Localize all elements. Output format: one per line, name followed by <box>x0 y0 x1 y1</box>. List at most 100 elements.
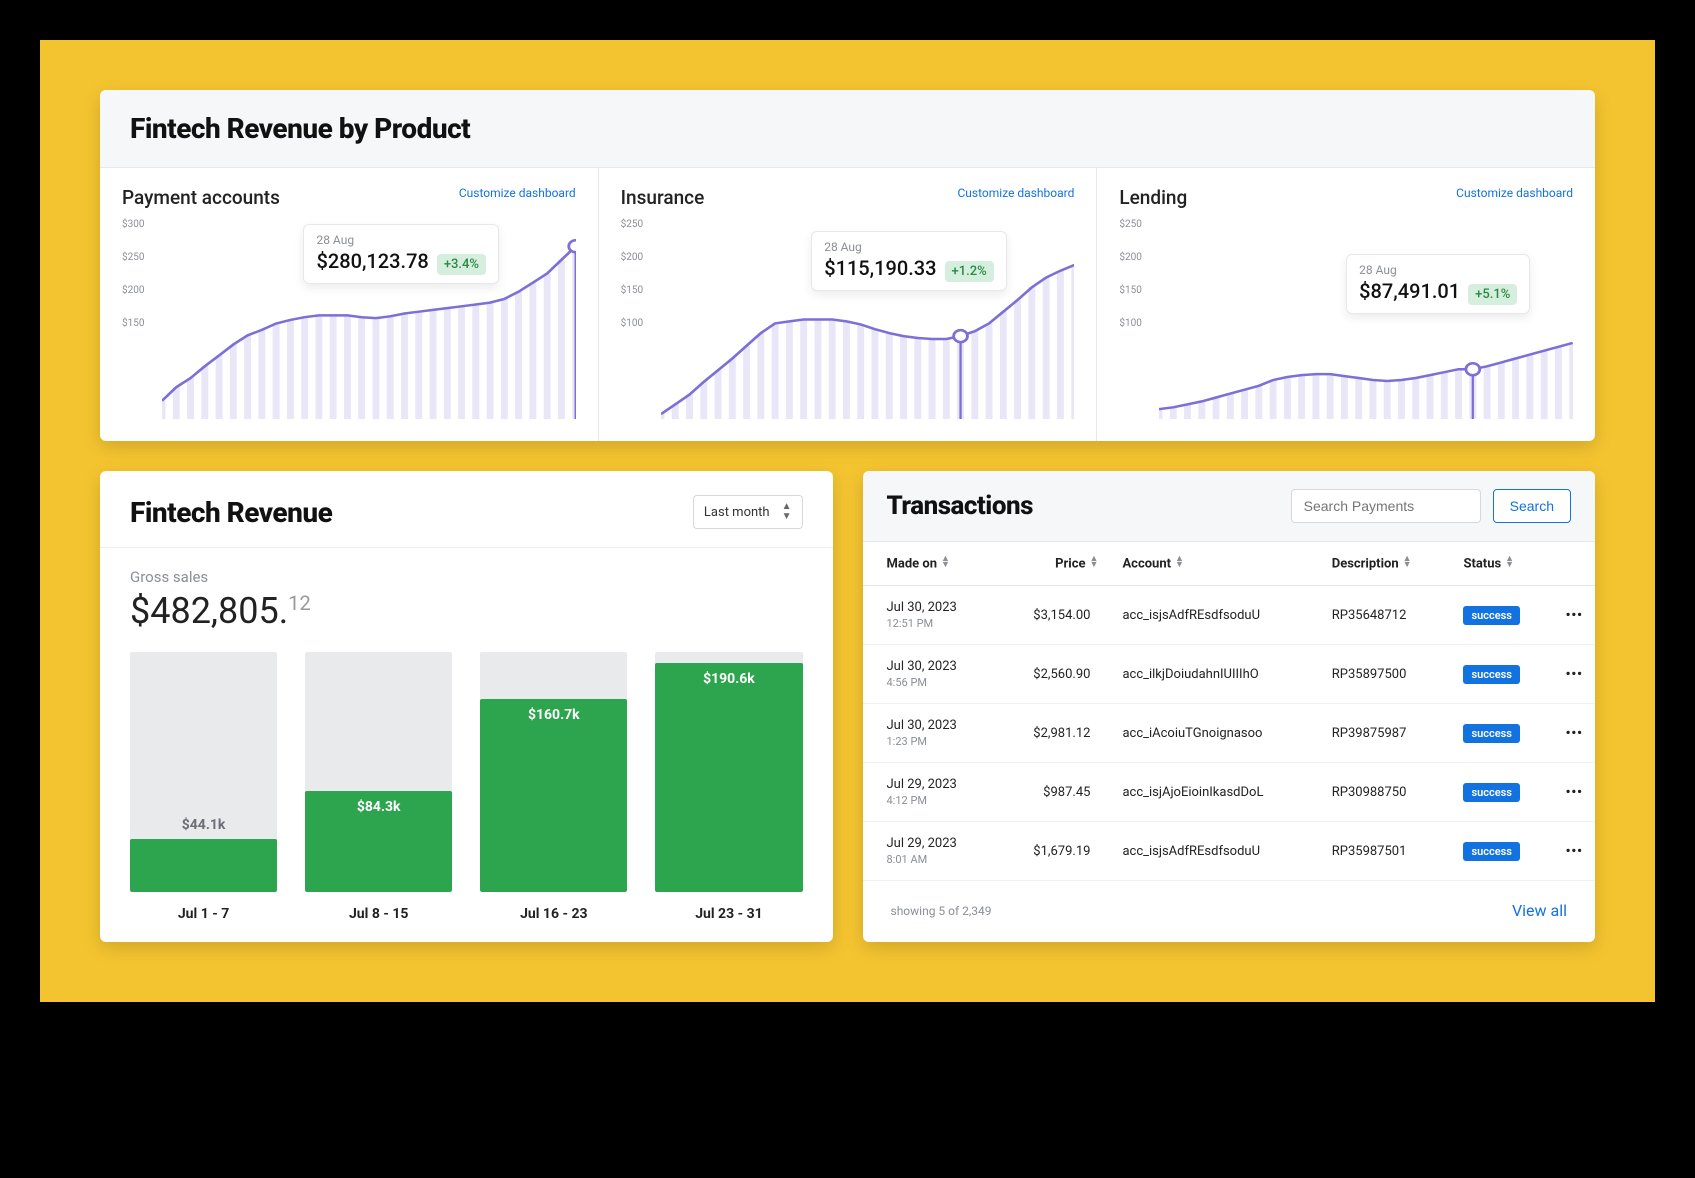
bar-caption: Jul 1 - 7 <box>178 906 229 922</box>
transactions-table: Made on▲▼Price▲▼Account▲▼Description▲▼St… <box>863 542 1596 881</box>
product-title: Fintech Revenue by Product <box>130 112 1565 145</box>
status-badge: success <box>1463 783 1520 802</box>
cell-price: $3,154.00 <box>997 586 1110 645</box>
search-button[interactable]: Search <box>1493 489 1571 523</box>
sort-icon: ▲▼ <box>1090 556 1099 569</box>
row-actions-icon[interactable]: ••• <box>1566 667 1583 682</box>
column-header[interactable]: Price▲▼ <box>997 542 1110 586</box>
dashboard-stage: Fintech Revenue by Product Payment accou… <box>40 40 1655 1002</box>
bar-value: $44.1k <box>130 817 277 833</box>
bar-value: $84.3k <box>357 799 401 892</box>
y-tick: $200 <box>122 285 144 296</box>
bar-fill: $160.7k <box>480 699 627 892</box>
row-actions-icon[interactable]: ••• <box>1566 844 1583 859</box>
y-tick: $250 <box>621 219 643 230</box>
cell-account: acc_isjsAdfREsdfsoduU <box>1110 586 1319 645</box>
cell-price: $2,981.12 <box>997 704 1110 763</box>
cell-description: RP30988750 <box>1320 763 1452 822</box>
callout-value: $87,491.01 <box>1359 279 1460 303</box>
bar-column: $160.7k Jul 16 - 23 <box>480 652 627 922</box>
bar-value: $160.7k <box>528 707 580 892</box>
column-header[interactable]: Status▲▼ <box>1451 542 1553 586</box>
row-actions-icon[interactable]: ••• <box>1566 726 1583 741</box>
table-row[interactable]: Jul 30, 20231:23 PM$2,981.12acc_iAcoiuTG… <box>863 704 1596 763</box>
bar-column: $190.6kJul 23 - 31 <box>655 652 802 922</box>
callout-date: 28 Aug <box>1359 263 1517 277</box>
cell-time: 4:12 PM <box>887 794 986 807</box>
y-tick: $150 <box>122 318 144 329</box>
product-panel: LendingCustomize dashboard$250$200$150$1… <box>1097 168 1595 441</box>
table-row[interactable]: Jul 29, 2023 8:01 AM $1,679.19acc_isjsAdfR… <box>863 822 1596 881</box>
bar-fill: $190.6k <box>655 663 802 892</box>
cell-date: Jul 30, 2023 <box>887 659 986 674</box>
status-badge: success <box>1463 606 1520 625</box>
bar-track: $84.3k <box>305 652 452 892</box>
row-actions-icon[interactable]: ••• <box>1566 608 1583 623</box>
card-fintech-revenue: Fintech Revenue Last month ▲▼ Gross sale… <box>100 471 833 942</box>
cell-time: 8:01 AM <box>887 853 986 866</box>
callout-date: 28 Aug <box>824 240 994 254</box>
cell-date: Jul 29, 2023 <box>887 777 986 792</box>
column-header[interactable]: Made on▲▼ <box>863 542 998 586</box>
chart-callout: 28 Aug$115,190.33+1.2% <box>811 231 1007 291</box>
customize-link[interactable]: Customize dashboard <box>1456 186 1573 200</box>
callout-date: 28 Aug <box>316 233 486 247</box>
customize-link[interactable]: Customize dashboard <box>459 186 576 200</box>
cell-date: Jul 30, 2023 <box>887 718 986 733</box>
table-row[interactable]: Jul 30, 2023 12:51 PM $3,154.00acc_isjsAdf… <box>863 586 1596 645</box>
bar-track: $44.1k <box>130 652 277 892</box>
customize-link[interactable]: Customize dashboard <box>958 186 1075 200</box>
cell-price: $1,679.19 <box>997 822 1110 881</box>
view-all-link[interactable]: View all <box>1512 901 1567 920</box>
revenue-title: Fintech Revenue <box>130 496 332 529</box>
y-tick: $100 <box>621 318 643 329</box>
cell-price: $987.45 <box>997 763 1110 822</box>
bar-track: $190.6k <box>655 652 802 892</box>
y-tick: $150 <box>1119 285 1141 296</box>
row-actions-icon[interactable]: ••• <box>1566 785 1583 800</box>
period-label: Last month <box>704 505 770 520</box>
cell-time: 12:51 PM <box>887 617 986 630</box>
gross-sales-value: $482,805.12 <box>130 590 803 632</box>
period-select[interactable]: Last month ▲▼ <box>693 495 803 529</box>
cell-account: acc_iAcoiuTGnoignasoo <box>1110 704 1319 763</box>
bar-caption: Jul 16 - 23 <box>520 906 587 922</box>
select-sort-icon: ▲▼ <box>782 502 792 522</box>
showing-text: showing 5 of 2,349 <box>891 904 992 918</box>
table-row[interactable]: Jul 29, 2023 4:12 PM $987.45acc_isjAjoEioi… <box>863 763 1596 822</box>
status-badge: success <box>1463 842 1520 861</box>
chart-callout: 28 Aug$280,123.78+3.4% <box>303 224 499 284</box>
bar-column: $44.1k Jul 1 - 7 <box>130 652 277 922</box>
cell-price: $2,560.90 <box>997 645 1110 704</box>
search-input[interactable] <box>1291 489 1481 523</box>
status-badge: success <box>1463 665 1520 684</box>
panel-title: Insurance <box>621 186 705 209</box>
callout-value: $280,123.78 <box>316 249 428 273</box>
cell-description: RP35987501 <box>1320 822 1452 881</box>
bar-column: $84.3k Jul 8 - 15 <box>305 652 452 922</box>
sort-icon: ▲▼ <box>941 556 950 569</box>
y-tick: $300 <box>122 219 144 230</box>
cell-description: RP35648712 <box>1320 586 1452 645</box>
bar-caption: Jul 8 - 15 <box>349 906 408 922</box>
callout-delta-badge: +5.1% <box>1468 284 1517 305</box>
product-header: Fintech Revenue by Product <box>100 90 1595 168</box>
cell-description: RP39875987 <box>1320 704 1452 763</box>
table-row[interactable]: Jul 30, 20234:56 PM$2,560.90acc_ilkjDoiu… <box>863 645 1596 704</box>
gross-sales-label: Gross sales <box>130 568 803 586</box>
card-transactions: Transactions Search Made on▲▼Price▲▼Acco… <box>863 471 1596 942</box>
chart-callout: 28 Aug $87,491.01 +5.1% <box>1346 254 1530 314</box>
sort-icon: ▲▼ <box>1403 556 1412 569</box>
y-tick: $150 <box>621 285 643 296</box>
cell-date: Jul 30, 2023 <box>887 600 986 615</box>
column-header[interactable]: Account▲▼ <box>1110 542 1319 586</box>
product-panel: InsuranceCustomize dashboard$250$200$150… <box>599 168 1098 441</box>
cell-date: Jul 29, 2023 <box>887 836 986 851</box>
y-tick: $250 <box>122 252 144 263</box>
sort-icon: ▲▼ <box>1175 556 1184 569</box>
column-header[interactable]: Description▲▼ <box>1320 542 1452 586</box>
cell-time: 4:56 PM <box>887 676 986 689</box>
cell-account: acc_isjAjoEioinIkasdDoL <box>1110 763 1319 822</box>
sort-icon: ▲▼ <box>1505 556 1514 569</box>
cell-account: acc_isjsAdfREsdfsoduU <box>1110 822 1319 881</box>
